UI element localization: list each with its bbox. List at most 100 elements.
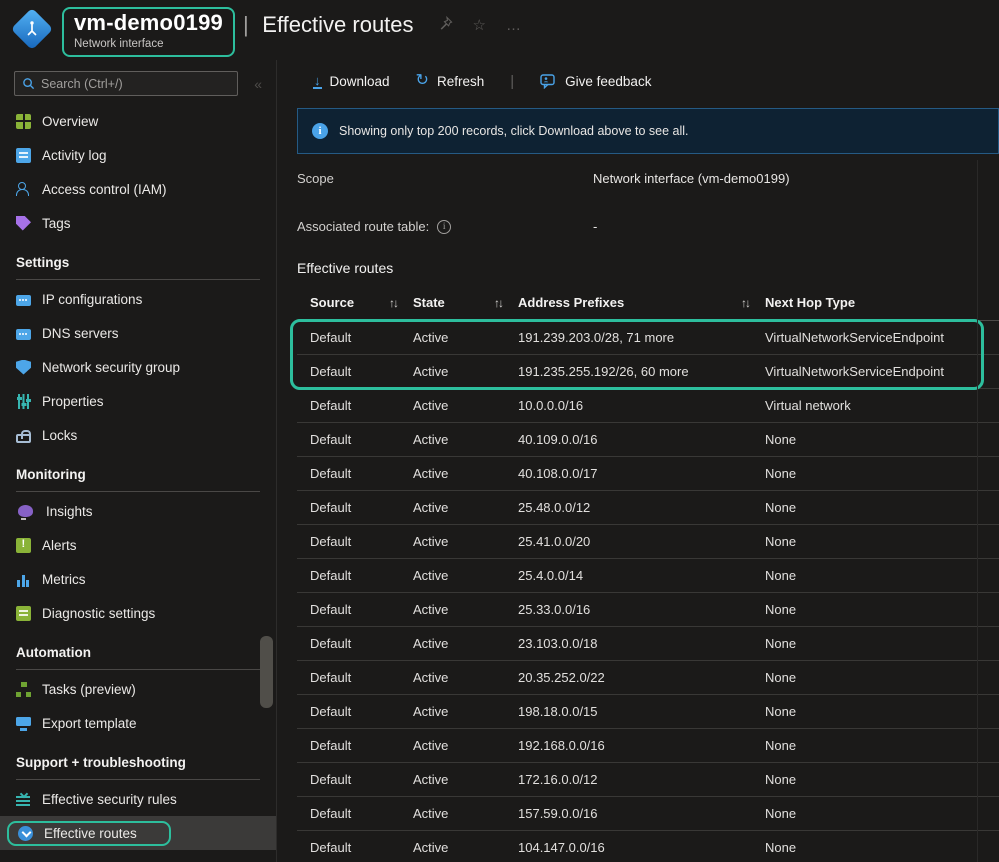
sidebar-item[interactable]: Diagnostic settings <box>0 596 276 630</box>
sort-arrows-icon[interactable]: ↑↓ <box>494 296 502 310</box>
routes-table-header: Source ↑↓ State ↑↓ Address Prefixes ↑↓ N… <box>297 288 999 321</box>
cell-next-hop-type: VirtualNetworkServiceEndpoint <box>765 364 999 379</box>
cell-state: Active <box>413 330 518 345</box>
scope-value: Network interface (vm-demo0199) <box>593 171 790 186</box>
cell-state: Active <box>413 364 518 379</box>
cell-next-hop-type: None <box>765 738 999 753</box>
sidebar-item[interactable]: Properties <box>0 384 276 418</box>
effective-routes-section-title: Effective routes <box>297 260 999 276</box>
sidebar-item[interactable]: Export template <box>0 706 276 740</box>
column-header[interactable]: Source ↑↓ <box>310 295 413 310</box>
download-button[interactable]: ↓ Download <box>313 74 390 89</box>
resource-name: vm-demo0199 <box>74 11 223 36</box>
search-input[interactable] <box>41 77 230 91</box>
give-feedback-button[interactable]: Give feedback <box>540 74 651 89</box>
cell-source: Default <box>310 738 413 753</box>
cell-state: Active <box>413 432 518 447</box>
sort-arrows-icon[interactable]: ↑↓ <box>389 296 397 310</box>
table-row: Default Active 157.59.0.0/16 None <box>297 797 999 831</box>
sidebar-item[interactable]: Overview <box>0 104 276 138</box>
cell-state: Active <box>413 602 518 617</box>
sidebar-item[interactable]: Effective security rules <box>0 782 276 816</box>
cell-next-hop-type: None <box>765 704 999 719</box>
table-row: Default Active 10.0.0.0/16 Virtual netwo… <box>297 389 999 423</box>
column-header[interactable]: Next Hop Type <box>765 295 999 310</box>
resource-type-label: Network interface <box>74 38 223 51</box>
cell-next-hop-type: None <box>765 432 999 447</box>
sidebar-item-label: Access control (IAM) <box>42 182 167 197</box>
network-interface-resource-icon <box>12 9 54 51</box>
cell-source: Default <box>310 466 413 481</box>
table-row: Default Active 25.48.0.0/12 None <box>297 491 999 525</box>
cell-address-prefixes: 191.239.203.0/28, 71 more <box>518 330 765 345</box>
info-tooltip-icon[interactable]: i <box>437 220 451 234</box>
sidebar-item[interactable]: Metrics <box>0 562 276 596</box>
cell-next-hop-type: None <box>765 670 999 685</box>
sidebar-search-box[interactable] <box>14 71 238 96</box>
cell-next-hop-type: None <box>765 568 999 583</box>
refresh-label: Refresh <box>437 74 484 89</box>
alerts-icon <box>16 538 31 553</box>
sidebar-scrollbar-thumb[interactable] <box>260 636 273 708</box>
cell-state: Active <box>413 534 518 549</box>
cell-source: Default <box>310 568 413 583</box>
favorite-star-icon[interactable]: ☆ <box>473 18 486 33</box>
table-row: Default Active 23.103.0.0/18 None <box>297 627 999 661</box>
collapse-sidebar-icon[interactable]: « <box>254 76 266 92</box>
sidebar-item-label: DNS servers <box>42 326 119 341</box>
insights-icon <box>18 505 33 517</box>
more-ellipsis-icon[interactable]: … <box>506 18 521 33</box>
ip-configurations-icon <box>16 295 31 306</box>
sidebar-item[interactable]: IP configurations <box>0 282 276 316</box>
cell-address-prefixes: 23.103.0.0/18 <box>518 636 765 651</box>
info-banner: i Showing only top 200 records, click Do… <box>297 108 999 154</box>
cell-address-prefixes: 104.147.0.0/16 <box>518 840 765 855</box>
sidebar-item[interactable]: Locks <box>0 418 276 452</box>
column-header[interactable]: Address Prefixes ↑↓ <box>518 295 765 310</box>
cell-address-prefixes: 40.108.0.0/17 <box>518 466 765 481</box>
cell-state: Active <box>413 704 518 719</box>
sidebar-item[interactable]: Effective routes <box>0 816 276 850</box>
sidebar-item[interactable]: DNS servers <box>0 316 276 350</box>
info-banner-text: Showing only top 200 records, click Down… <box>339 124 689 138</box>
table-row: Default Active 25.4.0.0/14 None <box>297 559 999 593</box>
sidebar-item[interactable]: Network security group <box>0 350 276 384</box>
cell-state: Active <box>413 772 518 787</box>
pin-icon[interactable] <box>438 16 453 34</box>
cell-state: Active <box>413 568 518 583</box>
sidebar-item[interactable]: Access control (IAM) <box>0 172 276 206</box>
sidebar-item-label: Properties <box>42 394 104 409</box>
column-header[interactable]: State ↑↓ <box>413 295 518 310</box>
routes-table-body: Default Active 191.239.203.0/28, 71 more… <box>297 321 999 862</box>
cell-source: Default <box>310 704 413 719</box>
sidebar-item[interactable]: Activity log <box>0 138 276 172</box>
sidebar-item[interactable]: Insights <box>0 494 276 528</box>
cell-state: Active <box>413 466 518 481</box>
sidebar-item[interactable]: Alerts <box>0 528 276 562</box>
sidebar-item-label: Metrics <box>42 572 86 587</box>
sidebar-item[interactable]: Tasks (preview) <box>0 672 276 706</box>
cell-state: Active <box>413 398 518 413</box>
cell-address-prefixes: 198.18.0.0/15 <box>518 704 765 719</box>
sort-arrows-icon[interactable]: ↑↓ <box>741 296 749 310</box>
cell-source: Default <box>310 670 413 685</box>
sidebar-item-label: Effective routes <box>44 826 137 841</box>
cell-next-hop-type: VirtualNetworkServiceEndpoint <box>765 330 999 345</box>
table-row: Default Active 25.33.0.0/16 None <box>297 593 999 627</box>
sidebar-item[interactable]: Tags <box>0 206 276 240</box>
cell-address-prefixes: 172.16.0.0/12 <box>518 772 765 787</box>
sidebar-section-label: Automation <box>16 645 260 670</box>
refresh-icon: ↻ <box>416 73 429 89</box>
cell-address-prefixes: 40.109.0.0/16 <box>518 432 765 447</box>
refresh-button[interactable]: ↻ Refresh <box>416 73 485 89</box>
resource-menu-sidebar: « Overview Activity log <box>0 60 277 862</box>
column-header-label: Address Prefixes <box>518 295 624 310</box>
cell-next-hop-type: None <box>765 840 999 855</box>
associated-route-table-value: - <box>593 219 597 234</box>
download-label: Download <box>330 74 390 89</box>
sidebar-item-label: Overview <box>42 114 98 129</box>
feedback-icon <box>540 74 557 89</box>
table-row: Default Active 25.41.0.0/20 None <box>297 525 999 559</box>
sidebar-section-label: Support + troubleshooting <box>16 755 260 780</box>
locks-icon <box>16 434 31 443</box>
